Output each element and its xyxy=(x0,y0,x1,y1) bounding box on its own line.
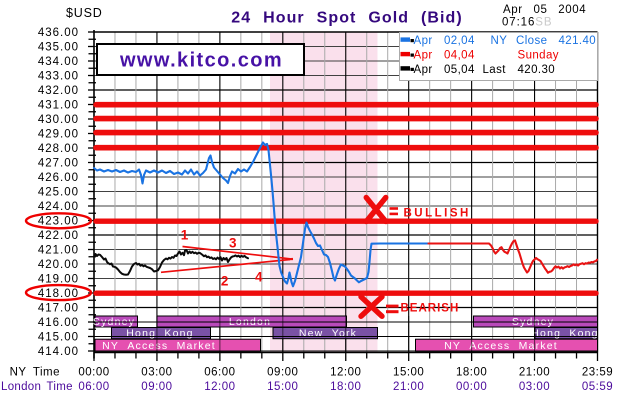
svg-text:12:00: 12:00 xyxy=(330,367,361,379)
svg-text:06:00: 06:00 xyxy=(204,367,235,379)
svg-text:21:00: 21:00 xyxy=(393,381,424,393)
svg-text:424.00: 424.00 xyxy=(38,201,79,213)
svg-text:18:00: 18:00 xyxy=(456,367,487,379)
svg-text:London Time: London Time xyxy=(1,381,73,393)
svg-text:432.00: 432.00 xyxy=(38,85,79,97)
svg-text:21:00: 21:00 xyxy=(519,367,550,379)
svg-text:427.00: 427.00 xyxy=(38,158,79,170)
svg-text:15:00: 15:00 xyxy=(393,367,424,379)
svg-text:417.00: 417.00 xyxy=(38,303,79,315)
svg-text:18:00: 18:00 xyxy=(330,381,361,393)
svg-text:03:00: 03:00 xyxy=(519,381,550,393)
svg-text:New York: New York xyxy=(299,328,357,340)
svg-text:425.00: 425.00 xyxy=(38,187,79,199)
svg-text:12:00: 12:00 xyxy=(204,381,235,393)
svg-text:15:00: 15:00 xyxy=(267,381,298,393)
svg-text:4: 4 xyxy=(255,270,263,285)
svg-text:Hong Kong: Hong Kong xyxy=(126,328,193,340)
svg-text:416.00: 416.00 xyxy=(38,317,79,329)
svg-text:422.00: 422.00 xyxy=(38,230,79,242)
svg-text:BULLISH: BULLISH xyxy=(404,208,471,220)
svg-text:421.00: 421.00 xyxy=(38,245,79,257)
svg-text:Hong Kong: Hong Kong xyxy=(531,328,598,340)
svg-text:07:16SB: 07:16SB xyxy=(502,17,552,29)
svg-text:09:00: 09:00 xyxy=(267,367,298,379)
svg-text:420.00: 420.00 xyxy=(38,259,79,271)
svg-text:$USD: $USD xyxy=(66,6,103,20)
svg-text:423.00: 423.00 xyxy=(38,216,79,228)
svg-text:24 Hour Spot Gold (Bid): 24 Hour Spot Gold (Bid) xyxy=(231,10,462,27)
svg-text:www.kitco.com: www.kitco.com xyxy=(119,50,283,72)
svg-text:414.00: 414.00 xyxy=(38,346,79,358)
svg-text:2: 2 xyxy=(221,274,229,289)
svg-text:09:00: 09:00 xyxy=(141,381,172,393)
svg-text:428.00: 428.00 xyxy=(38,143,79,155)
svg-text:05:59: 05:59 xyxy=(582,381,613,393)
svg-text:1: 1 xyxy=(181,228,189,243)
svg-text:419.00: 419.00 xyxy=(38,274,79,286)
svg-text:03:00: 03:00 xyxy=(141,367,172,379)
svg-text:430.00: 430.00 xyxy=(38,114,79,126)
svg-text:436.00: 436.00 xyxy=(38,27,79,39)
svg-text:433.00: 433.00 xyxy=(38,71,79,83)
svg-text:Apr 05 2004: Apr 05 2004 xyxy=(503,4,586,16)
svg-text:429.00: 429.00 xyxy=(38,129,79,141)
svg-text:426.00: 426.00 xyxy=(38,172,79,184)
svg-text:00:00: 00:00 xyxy=(456,381,487,393)
svg-text:435.00: 435.00 xyxy=(38,42,79,54)
svg-text:BEARISH: BEARISH xyxy=(401,303,460,315)
svg-text:06:00: 06:00 xyxy=(78,381,109,393)
svg-text:NY Access Market: NY Access Market xyxy=(102,340,216,352)
svg-text:3: 3 xyxy=(229,236,237,251)
svg-text:00:00: 00:00 xyxy=(78,367,109,379)
svg-text:431.00: 431.00 xyxy=(38,100,79,112)
svg-text:434.00: 434.00 xyxy=(38,56,79,68)
svg-text:NY Time: NY Time xyxy=(10,367,60,379)
svg-text:23:59: 23:59 xyxy=(582,367,613,379)
svg-text:NY Access Market: NY Access Market xyxy=(444,340,558,352)
svg-text:415.00: 415.00 xyxy=(38,332,79,344)
